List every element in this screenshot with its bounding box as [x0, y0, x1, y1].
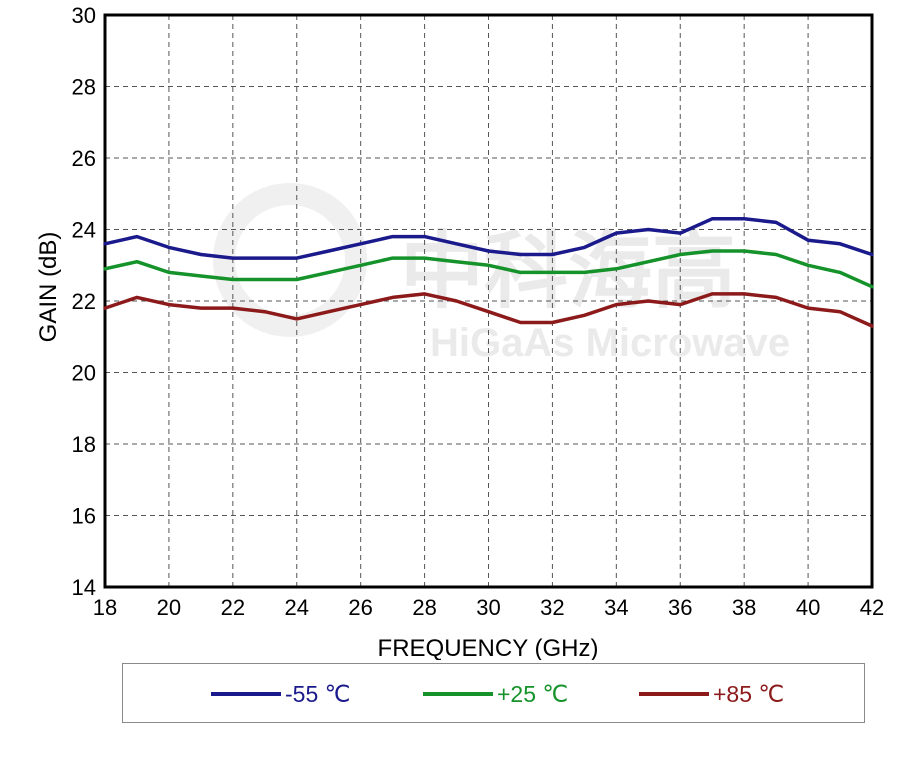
x-tick-label: 36 [668, 595, 692, 620]
y-tick-label: 18 [72, 432, 96, 457]
legend-item-plus85: +85 ℃ [639, 664, 784, 724]
legend-line-plus25 [423, 692, 493, 696]
series-line-2 [103, 292, 874, 328]
watermark-logo-icon [213, 183, 367, 337]
y-tick-label: 26 [72, 146, 96, 171]
y-tick-label: 30 [72, 3, 96, 28]
gain-chart: 中科海高 HiGaAs Microwave 18 20 22 24 26 28 30 32 34… [35, 3, 884, 660]
grid [105, 15, 872, 587]
x-tick-label: 26 [348, 595, 372, 620]
legend-item-minus55: -55 ℃ [211, 664, 350, 724]
y-tick-label: 16 [72, 504, 96, 529]
y-tick-label: 28 [72, 75, 96, 100]
y-axis-label: GAIN (dB) [35, 232, 62, 343]
y-tick-label: 22 [72, 289, 96, 314]
x-axis-label: FREQUENCY (GHz) [378, 635, 599, 660]
legend-label-plus85: +85 ℃ [713, 680, 785, 707]
x-tick-labels: 18 20 22 24 26 28 30 32 34 36 38 40 42 [93, 595, 884, 620]
series-layer [103, 217, 874, 328]
series-line-1 [103, 249, 874, 289]
x-tick-label: 28 [412, 595, 436, 620]
x-tick-label: 40 [796, 595, 820, 620]
x-tick-label: 22 [221, 595, 245, 620]
legend-line-plus85 [639, 692, 709, 696]
legend: -55 ℃ +25 ℃ +85 ℃ [122, 663, 865, 723]
x-tick-label: 18 [93, 595, 117, 620]
y-tick-labels: 14 16 18 20 22 24 26 28 30 [72, 3, 96, 600]
x-tick-label: 32 [540, 595, 564, 620]
x-tick-label: 38 [732, 595, 756, 620]
y-tick-label: 24 [72, 218, 96, 243]
series-line-0 [103, 217, 874, 260]
legend-label-plus25: +25 ℃ [497, 680, 569, 707]
watermark: 中科海高 HiGaAs Microwave [213, 183, 790, 365]
x-tick-label: 20 [157, 595, 181, 620]
x-tick-label: 30 [476, 595, 500, 620]
legend-label-minus55: -55 ℃ [285, 680, 351, 707]
x-tick-label: 24 [285, 595, 309, 620]
y-tick-label: 20 [72, 361, 96, 386]
legend-line-minus55 [211, 692, 281, 696]
legend-item-plus25: +25 ℃ [423, 664, 568, 724]
y-tick-label: 14 [72, 575, 96, 600]
x-tick-label: 34 [604, 595, 628, 620]
plot-frame [103, 13, 874, 589]
watermark-text: HiGaAs Microwave [430, 321, 790, 365]
x-tick-label: 42 [860, 595, 884, 620]
